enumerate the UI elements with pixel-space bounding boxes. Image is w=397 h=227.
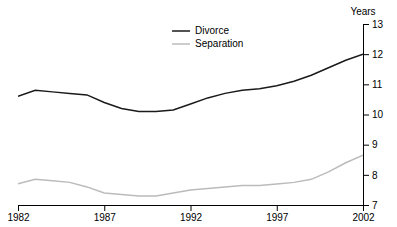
legend-swatch	[172, 30, 190, 32]
tick-label: 10	[372, 109, 384, 120]
tick-label: 1982	[7, 212, 30, 223]
tick: 8	[363, 170, 378, 181]
legend-swatch	[172, 43, 190, 45]
tick-mark	[363, 54, 369, 55]
line	[18, 54, 363, 111]
tick: 1992	[180, 205, 203, 223]
tick-label: 2002	[352, 212, 375, 223]
tick-mark	[363, 175, 369, 176]
legend-label: Divorce	[195, 25, 229, 36]
tick-mark	[104, 205, 105, 211]
y-label: Years	[350, 6, 375, 17]
y-axis: 7 8 9 10 11 12 13	[363, 19, 384, 211]
tick-mark	[363, 145, 369, 146]
tick: 1987	[94, 205, 117, 223]
tick-label: 7	[372, 200, 378, 211]
tick-mark	[277, 205, 278, 211]
tick: 11	[363, 79, 383, 90]
legend-item: Divorce	[172, 25, 229, 36]
tick-label: 1987	[94, 212, 117, 223]
tick-label: 12	[372, 49, 384, 60]
tick: 1997	[266, 205, 289, 223]
plot-area	[18, 54, 363, 196]
tick-label: 9	[372, 139, 378, 150]
legend-item: Separation	[172, 38, 243, 49]
tick-label: 11	[372, 79, 383, 90]
tick: 12	[363, 49, 384, 60]
tick: 10	[363, 109, 384, 120]
tick-label: 1997	[266, 212, 289, 223]
tick: 7	[363, 200, 378, 211]
chart: 1982 1987 1992 1997 20027 8 9 10 11 12 13 Years Divo…	[0, 0, 397, 227]
x-axis: 1982 1987 1992 1997 2002	[7, 205, 375, 223]
tick: 9	[363, 139, 378, 150]
axis-line	[19, 206, 364, 212]
tick-mark	[363, 24, 369, 25]
tick-mark	[18, 205, 19, 211]
tick-label: 1992	[180, 212, 203, 223]
tick-mark	[191, 205, 192, 211]
tick-mark	[363, 84, 369, 85]
tick-label: 13	[372, 19, 384, 30]
tick-mark	[363, 115, 369, 116]
tick: 13	[363, 19, 384, 30]
tick-mark	[363, 205, 369, 206]
tick-label: 8	[372, 170, 378, 181]
legend: Divorce Separation	[172, 25, 243, 49]
axis-line	[364, 25, 370, 206]
line	[18, 155, 363, 196]
tick: 1982	[7, 205, 30, 223]
legend-label: Separation	[195, 38, 243, 49]
